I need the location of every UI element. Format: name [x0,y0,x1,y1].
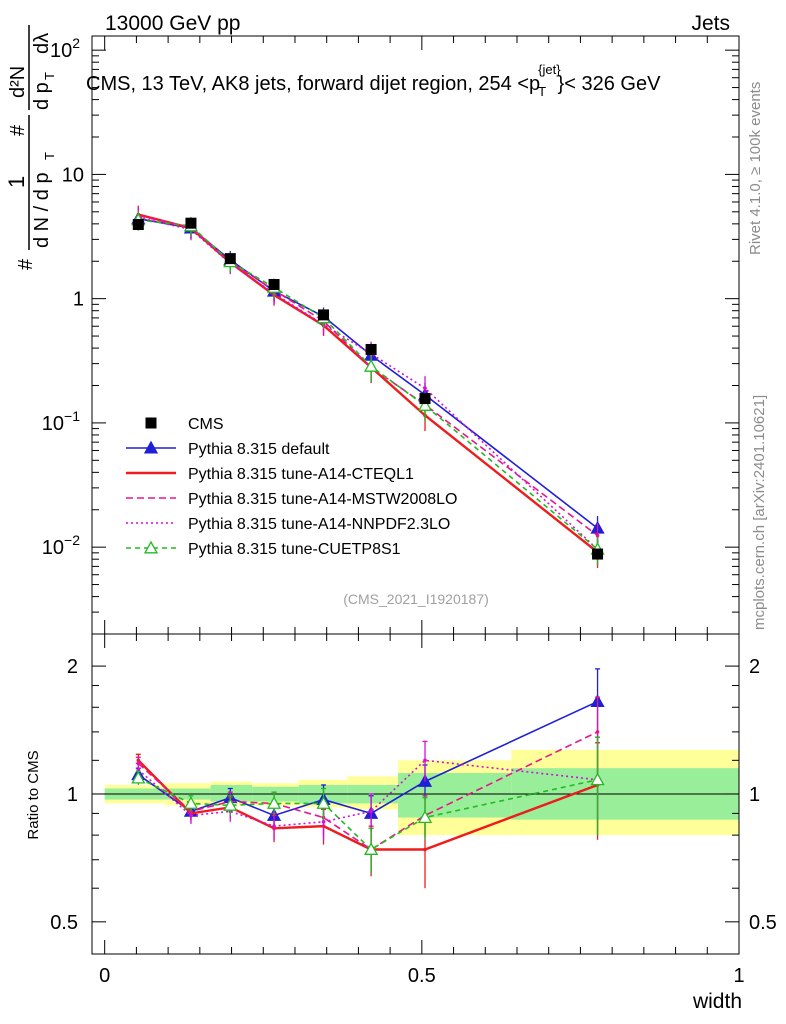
collision-label: 13000 GeV pp [105,12,240,35]
y-tick-label: 1 [73,289,84,311]
cms-data-point [318,309,330,321]
ratio-y-tick-label: 0.5 [50,912,78,934]
y-tick-label: 10−1 [42,408,80,435]
ratio-line [137,731,598,851]
ratio-point [590,772,605,786]
analysis-id-label: (CMS_2021_I1920187) [343,591,489,607]
cms-data-point [132,219,144,231]
mcplots-label: mcplots.cern.ch [arXiv:2401.10621] [751,395,768,630]
title-prefix: CMS, 13 TeV, AK8 jets, forward dijet reg… [86,73,529,95]
main-panel: 10−2 10−1 1 10 102 CMS, 13 TeV, AK8 jets, fo… [4,25,740,635]
ratio-point [266,796,282,809]
rivet-version-label: Rivet 4.1.0, ≥ 100k events [747,82,764,255]
title-sub: T [538,84,546,99]
title-sup: {jet} [538,62,561,77]
y-tick-label: 10−2 [42,532,80,559]
ratio-point [321,819,326,824]
chart-title: CMS, 13 TeV, AK8 jets, forward dijet reg… [86,62,661,99]
ratio-point [189,813,193,818]
ratio-point [136,767,141,772]
x-tick-label: 1 [733,965,744,987]
ratio-ylabel: Ratio to CMS [25,750,42,839]
y-tick-label: 102 [50,35,80,62]
ylabel-one: 1 [4,176,29,188]
x-axis-label: width [692,990,742,1013]
cms-data-point [419,393,431,405]
x-tick-labels: 0 0.5 1 [99,965,744,987]
title-suffix: }< 326 GeV [558,73,662,95]
main-ylabel: # 1 d N / d p T # d²N d p T dλ [4,25,57,270]
ratio-point [183,796,199,809]
legend: CMS Pythia 8.315 default Pythia 8.315 tune… [126,416,457,558]
main-series [131,205,605,568]
legend-label: Pythia 8.315 tune-A14-NNPDF2.3LO [188,516,450,533]
ratio-y-tick-label-right: 0.5 [749,912,777,934]
series-point [423,386,427,391]
cms-data-point [185,217,197,229]
ratio-line [137,759,598,851]
series-point [363,359,379,372]
cms-data-point [592,548,604,560]
legend-label: Pythia 8.315 tune-A14-CTEQL1 [188,466,414,483]
cms-data-point [268,278,280,290]
series-point [595,533,600,538]
ratio-y-tick-label: 1 [67,784,78,806]
x-tick-label: 0 [99,965,110,987]
ratio-point [272,824,276,828]
legend-label: Pythia 8.315 tune-A14-MSTW2008LO [188,491,457,508]
ratio-point [595,730,600,734]
x-tick-label: 0.5 [408,965,436,987]
series-line [138,216,599,550]
y-tick-label: 10 [62,164,84,186]
ratio-y-tick-label: 2 [67,656,78,678]
ylabel-dpt: d p [31,82,53,110]
ylabel-dl: dλ [31,33,53,54]
ratio-point [423,758,427,763]
cms-band-inner [398,773,512,818]
ratio-point [417,810,433,823]
ratio-line [137,759,598,827]
ratio-point [131,770,146,784]
ylabel-dn: d N / d p [31,172,53,248]
ratio-panel: 0.5 0.5 1 1 2 2 Ratio to CMS [25,633,777,955]
ratio-point [423,847,427,852]
process-label: Jets [691,12,730,35]
ratio-y-tick-label-right: 2 [749,656,760,678]
title-p: p [529,73,540,95]
ratio-point [223,798,238,811]
ratio-frame [91,633,740,955]
ratio-y-tick-label-right: 1 [749,784,760,806]
ratio-axis-ticks: 0.5 0.5 1 1 2 2 [50,634,777,954]
legend-marker [143,540,159,554]
series-line [138,213,599,554]
ratio-point [316,796,331,809]
cms-data-point [224,253,236,265]
main-axis-ticks: 10−2 10−1 1 10 102 [42,35,740,635]
series-point [417,398,433,411]
ratio-point [363,842,379,855]
ylabel-d2n: d²N [7,66,29,98]
ylabel-t: T [42,152,57,160]
ylabel-t2: T [42,72,57,80]
cms-data-point [365,343,377,355]
ratio-series [131,668,605,889]
legend-label: Pythia 8.315 tune-CUETP8S1 [188,541,401,558]
ylabel-hash: # [15,258,37,270]
legend-label-cms: CMS [188,416,224,433]
legend-symbol-cms [145,417,157,429]
ylabel-hash2: # [7,124,29,136]
ratio-line [137,777,598,851]
ratio-point [369,809,373,814]
legend-marker [143,440,159,454]
series-line [138,214,599,537]
legend-label: Pythia 8.315 default [188,441,330,458]
